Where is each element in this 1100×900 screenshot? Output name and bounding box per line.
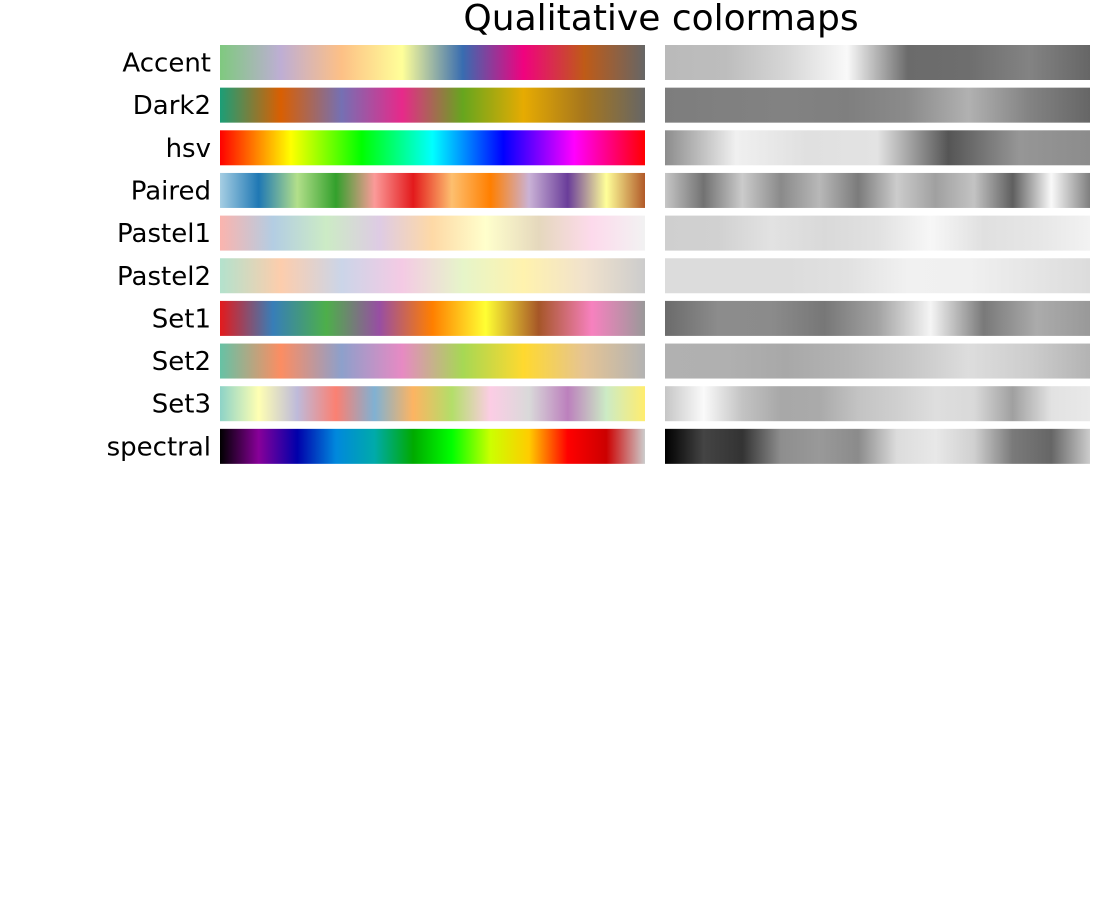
colormap-grayscale-bar	[665, 386, 1090, 422]
colormap-label: Dark2	[133, 91, 211, 121]
colormap-grayscale-bar	[665, 172, 1090, 208]
colormap-grayscale-bar	[665, 343, 1090, 379]
chart-title: Qualitative colormaps	[463, 0, 858, 39]
colormap-row-set2: Set2	[152, 343, 1090, 379]
colormap-grayscale-bar	[665, 45, 1090, 80]
colormap-row-dark2: Dark2	[133, 87, 1090, 123]
colormap-row-spectral: spectral	[107, 428, 1090, 464]
colormap-label: Pastel2	[117, 262, 211, 292]
colormap-row-accent: Accent	[122, 45, 1090, 80]
colormap-color-bar	[220, 386, 645, 422]
colormap-rows: Accent Dark2 hsv Paired Pastel1 Pastel2 Set1 Se…	[107, 45, 1090, 464]
colormap-color-bar	[220, 172, 645, 208]
colormap-color-bar	[220, 258, 645, 294]
colormap-label: Set1	[152, 304, 211, 334]
colormap-label: Paired	[131, 176, 211, 206]
colormap-label: Accent	[122, 49, 211, 79]
colormap-label: spectral	[107, 432, 211, 462]
colormap-color-bar	[220, 215, 645, 251]
colormap-grayscale-bar	[665, 258, 1090, 294]
colormap-label: hsv	[166, 134, 211, 164]
colormap-row-pastel1: Pastel1	[117, 215, 1090, 251]
colormap-row-set3: Set3	[152, 386, 1090, 422]
colormap-color-bar	[220, 87, 645, 123]
colormap-grayscale-bar	[665, 300, 1090, 336]
colormap-label: Set2	[152, 347, 211, 377]
colormap-grayscale-bar	[665, 87, 1090, 123]
colormap-color-bar	[220, 343, 645, 379]
colormap-row-paired: Paired	[131, 172, 1090, 208]
colormap-row-hsv: hsv	[166, 130, 1090, 166]
colormap-label: Set3	[152, 390, 211, 420]
colormap-grayscale-bar	[665, 130, 1090, 166]
colormap-color-bar	[220, 300, 645, 336]
colormap-grayscale-bar	[665, 215, 1090, 251]
colormap-row-pastel2: Pastel2	[117, 258, 1090, 294]
colormap-color-bar	[220, 45, 645, 80]
colormap-color-bar	[220, 428, 645, 464]
colormap-row-set1: Set1	[152, 300, 1090, 336]
colormap-grayscale-bar	[665, 428, 1090, 464]
colormap-label: Pastel1	[117, 219, 211, 249]
colormap-color-bar	[220, 130, 645, 166]
